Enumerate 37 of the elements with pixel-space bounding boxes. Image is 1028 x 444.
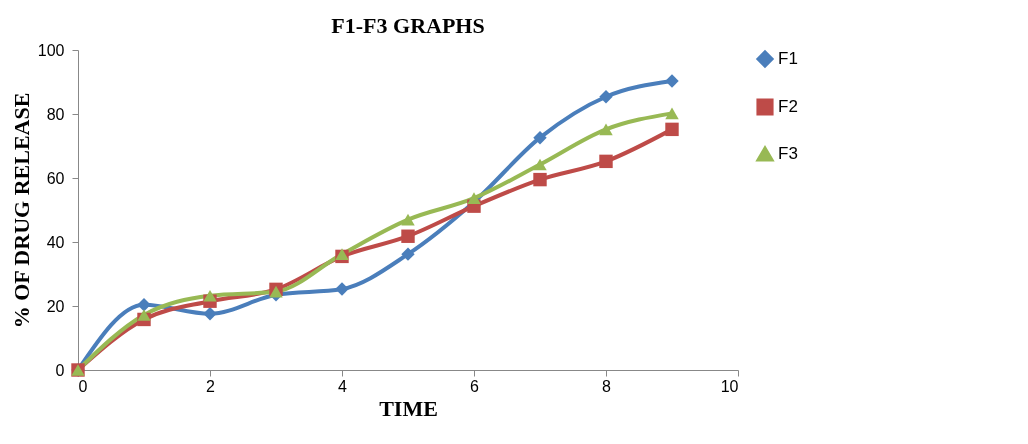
point	[467, 192, 481, 204]
x-axis-title: TIME	[379, 395, 438, 421]
x-tick-label: 0	[78, 377, 88, 395]
point	[137, 309, 151, 321]
point	[401, 229, 415, 243]
point	[401, 213, 415, 226]
point	[599, 123, 613, 136]
point	[335, 248, 349, 260]
legend-label: F1	[778, 49, 798, 68]
point	[665, 74, 679, 88]
point	[137, 298, 151, 312]
point	[533, 172, 547, 187]
point	[599, 154, 613, 169]
y-tick-label: 20	[46, 297, 65, 315]
y-tick-label: 60	[46, 169, 65, 187]
y-tick-label: 40	[46, 233, 65, 251]
legend-label: F2	[778, 97, 798, 116]
point	[665, 122, 679, 137]
point	[599, 90, 613, 104]
y-tick-label: 80	[46, 105, 65, 123]
point	[665, 107, 679, 120]
x-tick-label: 10	[720, 377, 739, 395]
x-tick-label: 6	[470, 377, 480, 395]
point	[533, 158, 547, 171]
point	[203, 289, 217, 302]
point	[203, 306, 217, 321]
point	[533, 130, 547, 145]
y-tick-label: 0	[55, 361, 65, 379]
y-axis-title: % OF DRUG RELEASE	[8, 92, 34, 329]
x-tick-label: 4	[338, 377, 348, 395]
point	[401, 247, 415, 261]
x-tick-label: 2	[206, 377, 216, 395]
chart-title: F1-F3 GRAPHS	[331, 13, 485, 38]
legend-label: F3	[778, 144, 798, 163]
point	[335, 282, 349, 296]
y-tick-label: 100	[37, 41, 65, 59]
x-tick-label: 8	[602, 377, 612, 395]
